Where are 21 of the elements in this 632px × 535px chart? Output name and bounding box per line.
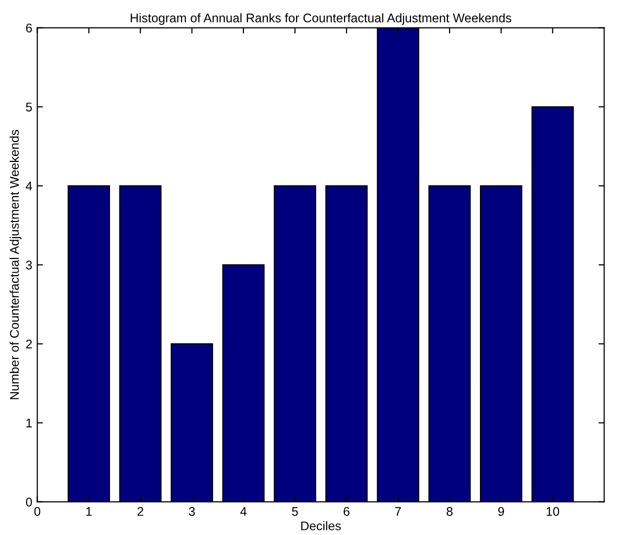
- x-tick-label: 3: [188, 507, 195, 516]
- x-tick-label: 2: [138, 507, 144, 516]
- y-tick-label: 4: [26, 182, 32, 190]
- chart-title: Histogram of Annual Ranks for Counterfactual Adjustment Weekends: [130, 13, 512, 25]
- x-tick-label: 9: [498, 507, 504, 516]
- x-tick-label: 4: [240, 507, 247, 516]
- y-tick-label: 2: [26, 340, 32, 348]
- x-tick-label: 0: [34, 507, 40, 516]
- x-axis-title: Deciles: [301, 521, 341, 530]
- x-tick-label: 1: [86, 507, 92, 516]
- x-tick-label: 7: [395, 507, 401, 516]
- y-tick-label: 0: [26, 498, 32, 506]
- y-tick-label: 5: [26, 102, 32, 112]
- y-axis-title: Number of Counterfactual Adjustment Weekends: [10, 130, 22, 400]
- y-tick-label: 1: [26, 418, 32, 428]
- x-tick-label: 8: [446, 507, 453, 516]
- y-tick-label: 3: [26, 260, 32, 270]
- x-tick-label: 6: [344, 507, 350, 516]
- y-tick-label: 6: [26, 24, 32, 32]
- x-tick-label: 5: [292, 507, 298, 516]
- x-tick-label: 10: [546, 507, 560, 516]
